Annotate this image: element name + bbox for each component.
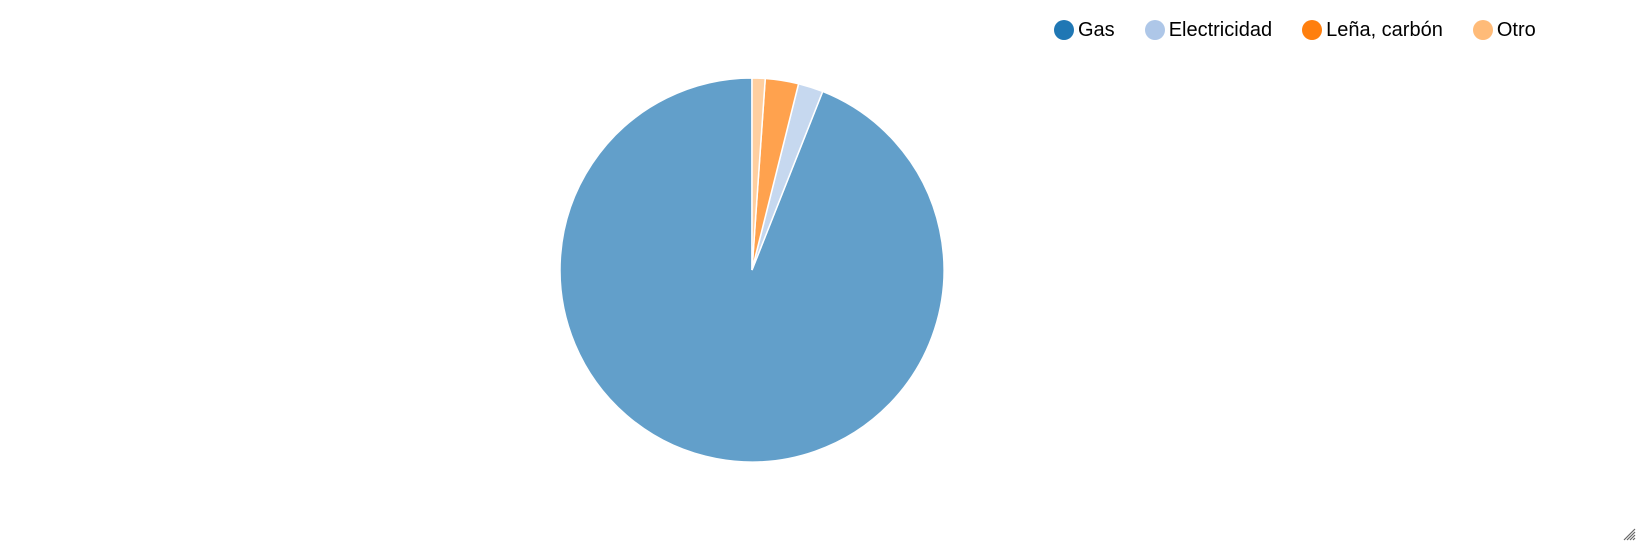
- legend-swatch-circle-icon: [1054, 20, 1074, 40]
- legend-item-0[interactable]: Gas: [1054, 19, 1115, 42]
- legend-label: Gas: [1078, 18, 1115, 41]
- resize-grip-icon[interactable]: [1622, 527, 1636, 541]
- legend: Gas Electricidad Leña, carbón Otro: [1054, 17, 1566, 43]
- legend-label: Electricidad: [1168, 18, 1273, 41]
- legend-swatch-circle-icon: [1144, 20, 1165, 40]
- legend-swatch-circle-icon: [1472, 20, 1493, 40]
- legend-item-1[interactable]: Electricidad: [1144, 18, 1273, 42]
- legend-label: Leña, carbón: [1326, 18, 1443, 41]
- legend-item-3[interactable]: Otro: [1472, 18, 1536, 42]
- legend-item-2[interactable]: Leña, carbón: [1302, 19, 1443, 42]
- legend-label: Otro: [1496, 18, 1536, 41]
- pie-slice-otro[interactable]: [751, 77, 767, 271]
- pie-slices: [559, 77, 945, 463]
- legend-swatch-circle-icon: [1302, 20, 1323, 40]
